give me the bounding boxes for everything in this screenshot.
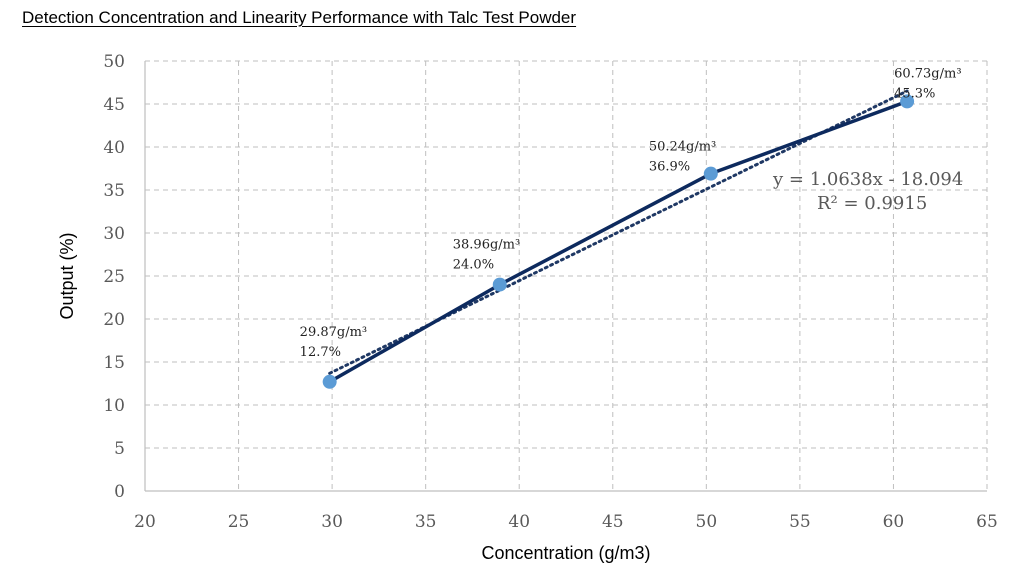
data-label-output: 36.9% [649,160,690,175]
y-tick-label: 20 [103,310,125,330]
x-tick-label: 40 [508,512,530,532]
y-tick-label: 25 [103,267,125,287]
x-tick-label: 20 [134,512,156,532]
trendline-r2: R² = 0.9915 [817,193,927,214]
y-tick-label: 10 [103,396,125,416]
data-point [492,277,507,292]
data-label-output: 45.3% [894,86,935,101]
x-tick-label: 45 [602,512,624,532]
data-label-output: 24.0% [453,258,494,273]
series-line [328,99,908,384]
y-tick-label: 5 [114,439,125,459]
y-tick-label: 45 [103,95,125,115]
chart-title: Detection Concentration and Linearity Pe… [22,8,577,27]
x-tick-label: 30 [321,512,343,532]
y-tick-label: 50 [103,52,125,72]
x-tick-label: 25 [228,512,250,532]
x-tick-label: 65 [976,512,998,532]
data-label-output: 12.7% [300,345,341,360]
x-tick-label: 55 [789,512,811,532]
data-point [900,94,915,109]
y-tick-label: 35 [103,181,125,201]
x-axis-label: Concentration (g/m3) [481,543,650,563]
x-tick-label: 50 [696,512,718,532]
data-point [322,374,337,389]
x-tick-label: 60 [883,512,905,532]
data-label-concentration: 29.87g/m³ [300,325,367,340]
trendline-equation: y = 1.0638x - 18.094 [772,169,963,190]
x-tick-label: 35 [415,512,437,532]
data-label-concentration: 50.24g/m³ [649,140,716,155]
y-tick-label: 30 [103,224,125,244]
y-tick-label: 40 [103,138,125,158]
data-label-concentration: 38.96g/m³ [453,238,520,253]
data-point [703,166,718,181]
data-label-concentration: 60.73g/m³ [894,66,961,81]
y-tick-label: 15 [103,353,125,373]
y-axis-label: Output (%) [57,232,77,319]
y-tick-label: 0 [114,482,125,502]
